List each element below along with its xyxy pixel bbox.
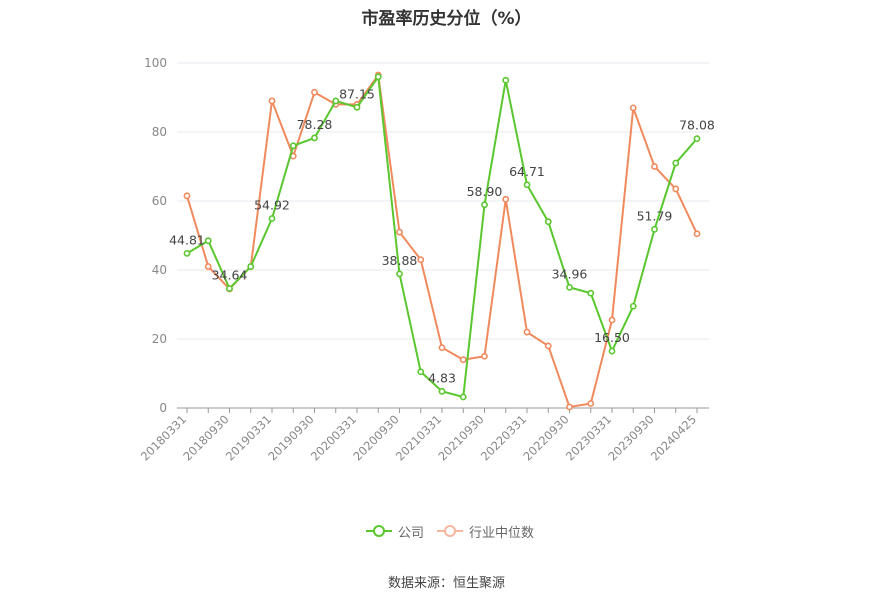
y-tick-label: 80 bbox=[152, 125, 167, 139]
data-point-industry bbox=[502, 195, 510, 203]
data-point-company bbox=[289, 142, 297, 150]
data-point-company bbox=[311, 134, 318, 142]
data-point-industry bbox=[651, 163, 658, 170]
data-label: 16.50 bbox=[594, 330, 630, 345]
x-tick-label: 20240425 bbox=[648, 412, 699, 463]
data-label: 34.96 bbox=[552, 266, 588, 281]
data-point-industry bbox=[587, 400, 595, 407]
data-point-company bbox=[353, 103, 361, 111]
data-point-industry bbox=[268, 97, 276, 105]
data-label: 78.08 bbox=[679, 118, 715, 133]
y-tick-label: 100 bbox=[144, 56, 167, 70]
data-point-company bbox=[502, 76, 510, 84]
data-point-company bbox=[204, 237, 212, 245]
data-label: 64.71 bbox=[509, 164, 545, 179]
legend-company-label: 公司 bbox=[398, 525, 425, 541]
data-point-industry bbox=[417, 256, 425, 264]
data-point-company bbox=[693, 135, 701, 143]
y-tick-label: 0 bbox=[159, 401, 167, 415]
data-point-company bbox=[544, 218, 552, 226]
data-point-industry bbox=[183, 192, 191, 200]
data-source-note: 数据来源：恒生聚源 bbox=[387, 576, 505, 591]
data-point-industry bbox=[438, 344, 446, 352]
data-point-company bbox=[608, 347, 616, 355]
data-point-industry bbox=[566, 403, 573, 411]
legend-industry-label: 行业中位数 bbox=[469, 525, 535, 541]
data-point-industry bbox=[523, 328, 531, 336]
data-label: 44.81 bbox=[169, 232, 205, 247]
data-point-industry bbox=[672, 185, 680, 193]
legend-company-symbol bbox=[366, 525, 392, 537]
data-point-industry bbox=[459, 356, 467, 364]
data-point-industry bbox=[608, 316, 616, 324]
legend-industry-symbol bbox=[437, 525, 463, 537]
data-point-company bbox=[183, 250, 191, 257]
data-point-industry bbox=[311, 88, 318, 96]
data-label: 51.79 bbox=[637, 208, 673, 223]
data-point-company bbox=[332, 97, 340, 105]
data-point-industry bbox=[396, 228, 403, 236]
data-label: 4.83 bbox=[428, 370, 456, 385]
data-point-company bbox=[268, 215, 276, 222]
data-point-company bbox=[247, 263, 255, 270]
legend-item-company[interactable]: 公司 bbox=[366, 521, 424, 541]
data-label: 78.28 bbox=[297, 117, 333, 132]
data-point-company bbox=[672, 159, 680, 167]
data-point-company bbox=[481, 201, 488, 209]
series-line-industry bbox=[186, 72, 698, 409]
data-point-company bbox=[587, 289, 595, 297]
data-point-industry bbox=[629, 104, 637, 112]
data-point-industry bbox=[481, 352, 488, 360]
data-point-company bbox=[438, 387, 446, 395]
data-point-company bbox=[396, 270, 403, 278]
data-point-company bbox=[523, 181, 531, 189]
data-label: 58.90 bbox=[467, 184, 503, 199]
data-point-industry bbox=[693, 230, 701, 238]
chart-title: 市盈率历史分位（%） bbox=[361, 9, 532, 29]
data-point-industry bbox=[204, 263, 212, 270]
data-label: 87.15 bbox=[339, 86, 375, 101]
data-point-company bbox=[459, 393, 467, 401]
data-label: 38.88 bbox=[382, 253, 418, 268]
data-point-company bbox=[226, 285, 233, 292]
y-tick-label: 60 bbox=[152, 194, 167, 208]
data-point-company bbox=[374, 73, 382, 81]
data-point-company bbox=[417, 368, 425, 376]
data-label: 34.64 bbox=[212, 267, 248, 282]
legend-item-industry[interactable]: 行业中位数 bbox=[437, 521, 534, 541]
data-label: 54.92 bbox=[254, 198, 290, 213]
data-point-company bbox=[629, 302, 637, 310]
data-point-company bbox=[651, 225, 658, 233]
data-point-industry bbox=[544, 342, 552, 350]
y-tick-label: 40 bbox=[152, 263, 167, 277]
data-point-company bbox=[566, 283, 573, 291]
y-tick-label: 20 bbox=[152, 332, 167, 346]
